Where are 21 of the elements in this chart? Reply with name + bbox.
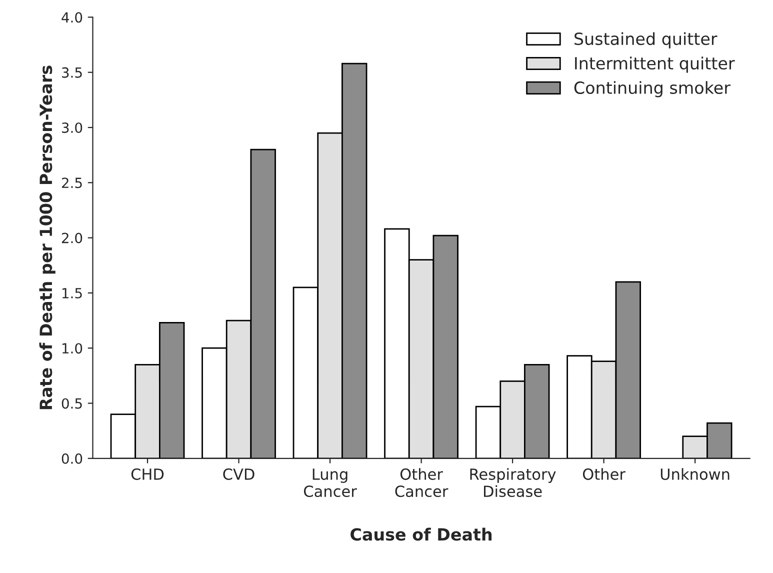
x-tick-label: Unknown — [660, 468, 730, 480]
legend-label: Intermittent quitter — [575, 56, 735, 73]
x-tick-label: Other — [582, 468, 626, 480]
y-tick-label: 0.0 — [62, 453, 82, 464]
y-tick-label: 2.0 — [62, 232, 82, 244]
y-tick-label: 2.5 — [62, 178, 82, 188]
x-tick-label: Lung Cancer — [304, 468, 357, 498]
x-tick-label: CHD — [131, 468, 164, 480]
y-axis-title: Rate of Death per 1000 Person-Years — [39, 66, 56, 410]
x-tick-label: Respiratory Disease — [470, 468, 556, 498]
y-tick-label: 1.5 — [62, 288, 82, 298]
x-tick-label: CVD — [223, 468, 254, 480]
y-tick-label: 4.0 — [62, 12, 82, 23]
y-tick-label: 0.5 — [62, 398, 82, 409]
legend-label: Sustained quitter — [574, 32, 718, 48]
y-tick-label: 3.5 — [62, 67, 82, 78]
x-tick-label: Other Cancer — [395, 468, 448, 498]
legend-label: Continuing smoker — [574, 81, 730, 98]
y-tick-label: 3.0 — [62, 122, 82, 133]
x-axis-title: Cause of Death — [350, 528, 492, 541]
y-tick-label: 1.0 — [62, 343, 82, 354]
